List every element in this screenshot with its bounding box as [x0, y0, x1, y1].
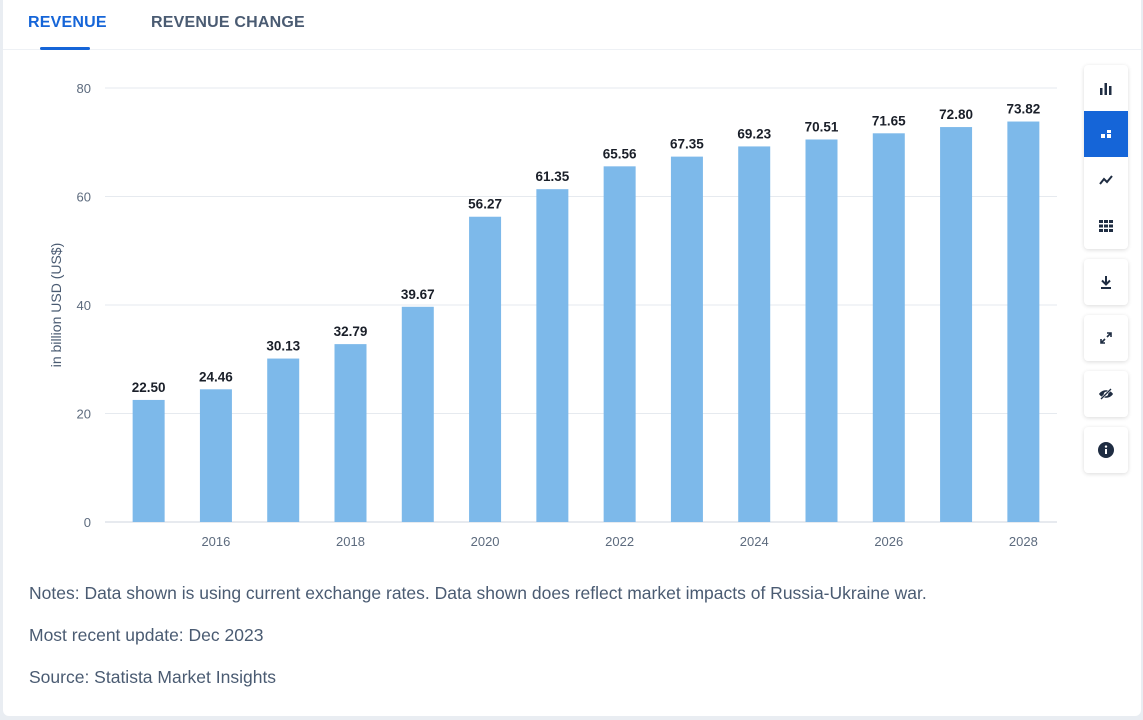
chart-notes: Notes: Data shown is using current excha… [29, 583, 927, 603]
y-axis-label: in billion USD (US$) [48, 243, 64, 367]
bar-2022 [603, 166, 636, 522]
stacked-bar-button[interactable] [1084, 111, 1128, 157]
expand-icon [1100, 332, 1112, 344]
info-icon [1098, 442, 1114, 458]
bar-2025 [805, 139, 838, 522]
x-tick-label: 2026 [874, 534, 903, 549]
data-label-2027: 72.80 [939, 107, 973, 122]
download-group [1084, 259, 1128, 305]
data-label-2021: 61.35 [535, 169, 569, 184]
line-chart-button[interactable] [1084, 157, 1128, 203]
download-button[interactable] [1084, 259, 1128, 305]
info-group [1084, 427, 1128, 473]
chart-card: REVENUE REVENUE CHANGE 0 20 40 60 80 in billi… [3, 0, 1141, 716]
data-label-2024: 69.23 [737, 126, 771, 141]
bar-2028 [1007, 121, 1040, 523]
x-tick-label: 2020 [471, 534, 500, 549]
bar-2015 [132, 399, 165, 522]
table-icon [1099, 220, 1113, 232]
data-label-2023: 67.35 [670, 137, 704, 152]
chart-type-group [1084, 65, 1128, 249]
data-label-2022: 65.56 [603, 146, 637, 161]
x-tick-label: 2018 [336, 534, 365, 549]
tab-revenue[interactable]: REVENUE [28, 14, 107, 31]
data-label-2026: 71.65 [872, 113, 906, 128]
hide-group [1084, 371, 1128, 417]
tab-revenue-change[interactable]: REVENUE CHANGE [151, 14, 305, 31]
y-tick-label: 20 [77, 407, 91, 422]
bar-chart-icon [1100, 83, 1112, 95]
x-tick-label: 2016 [201, 534, 230, 549]
data-label-2025: 70.51 [805, 119, 839, 134]
data-label-2017: 30.13 [266, 339, 300, 354]
x-tick-label: 2028 [1009, 534, 1038, 549]
hide-icon [1099, 388, 1113, 400]
bar-2024 [738, 146, 771, 522]
revenue-bar-chart: 0 20 40 60 80 in billion USD (US$) 22.50 24.46 2… [48, 81, 1057, 549]
chart-toolbar [1084, 65, 1128, 483]
update-date: Most recent update: Dec 2023 [29, 625, 264, 645]
bar-2016 [199, 389, 232, 522]
bar-2023 [670, 156, 703, 522]
tab-bar: REVENUE REVENUE CHANGE [3, 0, 1141, 50]
info-button[interactable] [1084, 427, 1128, 473]
data-label-2020: 56.27 [468, 197, 502, 212]
y-tick-label: 80 [77, 81, 91, 96]
data-label-2018: 32.79 [334, 324, 368, 339]
expand-group [1084, 315, 1128, 361]
bar-2026 [872, 133, 905, 522]
expand-button[interactable] [1084, 315, 1128, 361]
bar-2018 [334, 344, 367, 522]
table-button[interactable] [1084, 203, 1128, 249]
hide-button[interactable] [1084, 371, 1128, 417]
bar-2021 [536, 189, 569, 522]
bar-2027 [940, 127, 973, 522]
active-tab-indicator [40, 47, 90, 50]
y-tick-label: 40 [77, 298, 91, 313]
source-link[interactable]: Source: Statista Market Insights [29, 667, 277, 687]
x-tick-label: 2024 [740, 534, 769, 549]
line-chart-icon [1099, 175, 1113, 185]
bar-2019 [401, 306, 434, 522]
y-tick-label: 60 [77, 190, 91, 205]
download-icon [1101, 276, 1111, 289]
data-label-2019: 39.67 [401, 287, 435, 302]
bar-2020 [469, 216, 502, 523]
data-label-2028: 73.82 [1006, 102, 1040, 117]
data-label-2016: 24.46 [199, 369, 233, 384]
x-tick-label: 2022 [605, 534, 634, 549]
bar-chart-button[interactable] [1084, 65, 1128, 111]
bar-2017 [267, 358, 300, 522]
y-tick-label: 0 [84, 515, 91, 530]
stacked-bar-icon [1101, 130, 1111, 138]
data-label-2015: 22.50 [132, 380, 166, 395]
